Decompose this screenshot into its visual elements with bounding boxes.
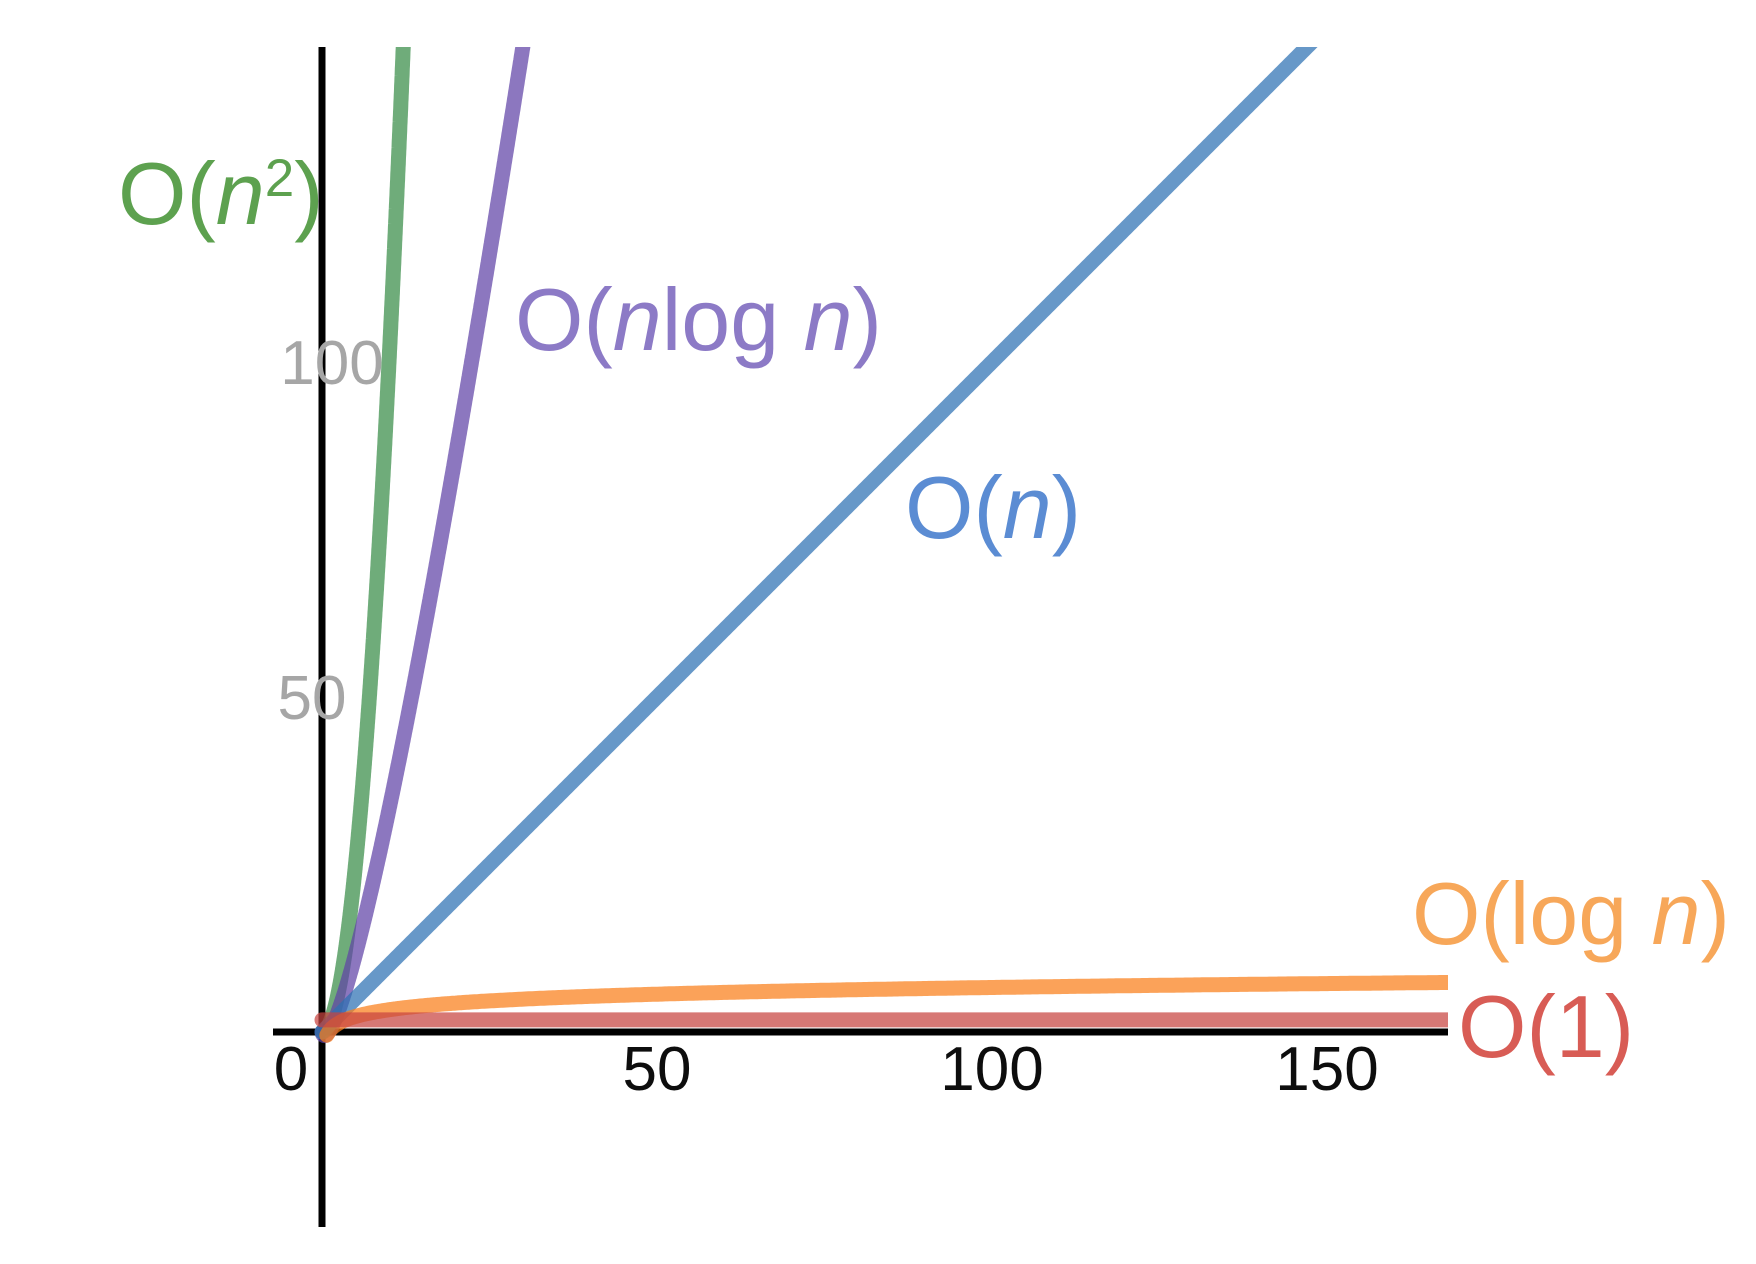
curves [314, 47, 1448, 1044]
tick-labels: 0 50 100 150 50 100 [274, 329, 1379, 1104]
x-tick-label-100: 100 [940, 1035, 1043, 1104]
curve-label-linear: O(n) [905, 458, 1081, 557]
curve-quadratic [314, 47, 411, 1040]
curve-label-logn: O(log n) [1412, 864, 1730, 963]
curve-label-constant: O(1) [1458, 977, 1634, 1076]
curve-labels: O(n2) O(nlog n)O(n) O(log n) O(1) [118, 144, 1730, 1076]
y-tick-label-100: 100 [280, 329, 383, 398]
y-tick-label-50: 50 [278, 664, 347, 733]
x-tick-label-50: 50 [623, 1035, 692, 1104]
curve-linear [314, 47, 1318, 1040]
x-tick-label-0: 0 [274, 1035, 308, 1104]
curve-label-quadratic: O(n2) [118, 144, 324, 243]
curve-nlogn [314, 47, 531, 1044]
curve-logn [319, 975, 1448, 1043]
curve-label-nlogn: O(nlog n) [515, 270, 882, 369]
x-tick-label-150: 150 [1275, 1035, 1378, 1104]
axes [273, 47, 1448, 1227]
